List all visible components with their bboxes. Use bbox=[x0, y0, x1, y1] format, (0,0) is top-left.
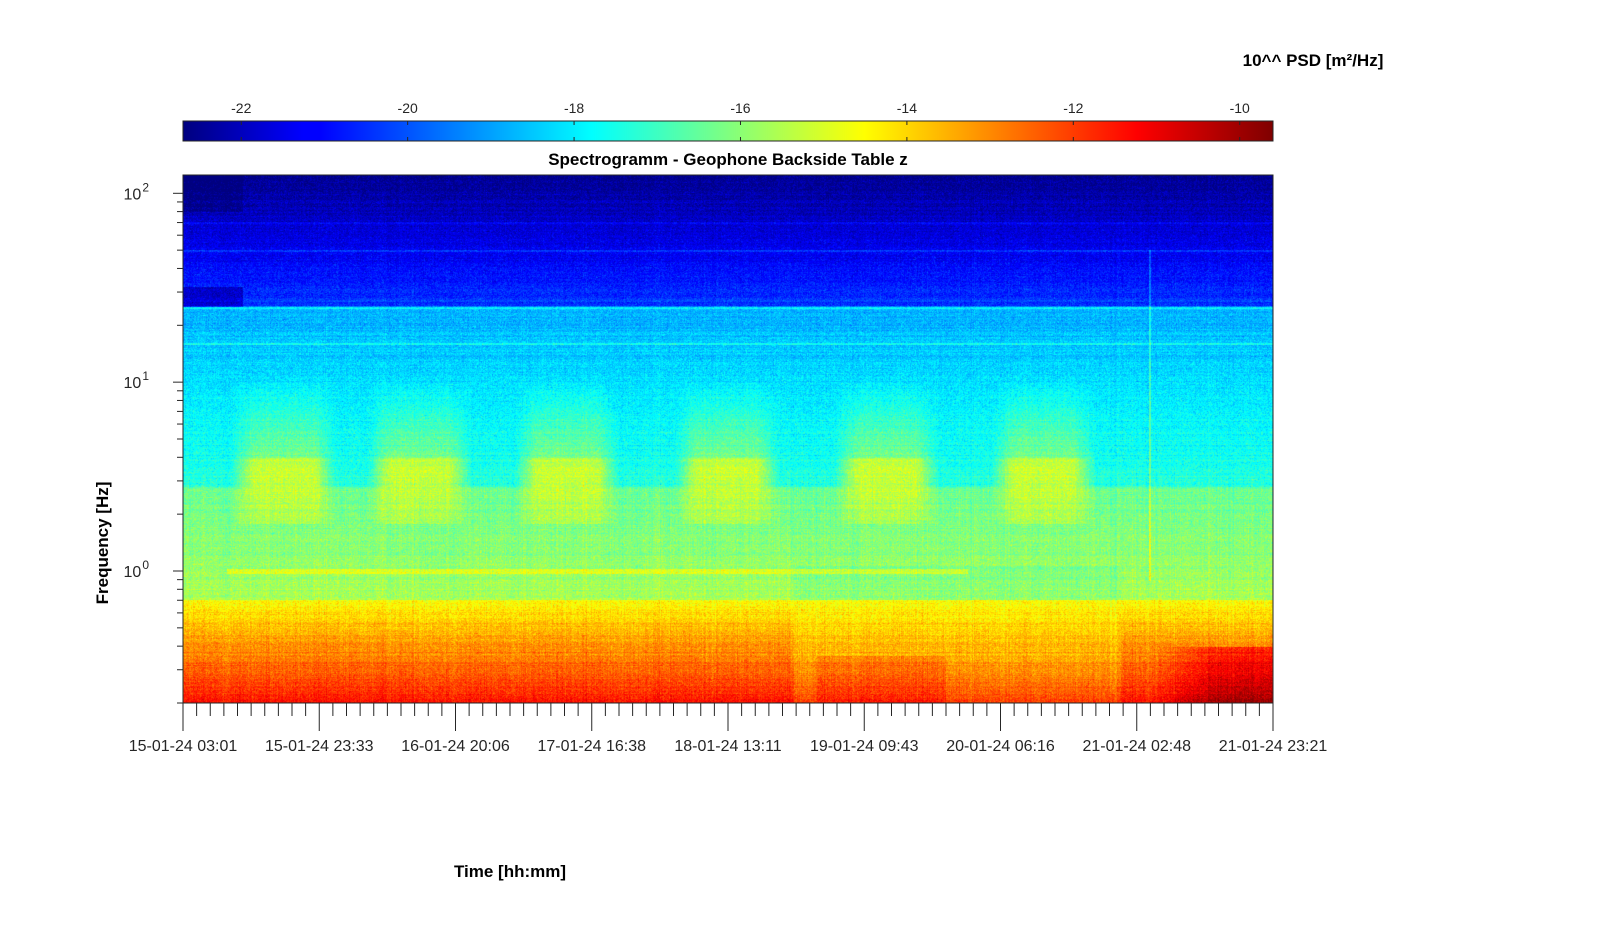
colorbar-tick-label: -20 bbox=[398, 100, 418, 116]
colorbar-tick-label: -10 bbox=[1230, 100, 1250, 116]
colorbar-tick-label: -18 bbox=[564, 100, 584, 116]
x-tick-label: 17-01-24 16:38 bbox=[537, 738, 646, 755]
x-axis: 15-01-24 03:01 15-01-24 23:33 16-01-24 20:… bbox=[129, 703, 1328, 755]
y-axis: 100 101 102 bbox=[124, 180, 183, 704]
colorbar-tick-label: -22 bbox=[231, 100, 251, 116]
colorbar-tick-label: -14 bbox=[897, 100, 917, 116]
colorbar-ticks: -22 -20 -18 -16 -14 -12 -10 bbox=[231, 100, 1250, 141]
x-tick-label: 16-01-24 20:06 bbox=[401, 738, 510, 755]
x-tick-label: 15-01-24 23:33 bbox=[265, 738, 374, 755]
colorbar-label: 10^^ PSD [m²/Hz] bbox=[1243, 51, 1384, 70]
y-tick-label: 101 bbox=[124, 369, 150, 392]
chart-title: Spectrogramm - Geophone Backside Table z bbox=[548, 150, 908, 169]
colorbar-tick-label: -12 bbox=[1063, 100, 1083, 116]
y-tick-label: 102 bbox=[124, 180, 150, 203]
colorbar: -22 -20 -18 -16 -14 -12 -10 10^^ PSD [m²/Hz] bbox=[182, 51, 1384, 142]
x-axis-label: Time [hh:mm] bbox=[454, 862, 566, 881]
colorbar-tick-label: -16 bbox=[730, 100, 750, 116]
x-tick-label: 21-01-24 02:48 bbox=[1082, 738, 1191, 755]
y-tick-label: 100 bbox=[124, 558, 150, 581]
spectrogram-heatmap bbox=[183, 175, 1273, 703]
x-tick-label: 15-01-24 03:01 bbox=[129, 738, 238, 755]
y-axis-label: Frequency [Hz] bbox=[93, 482, 112, 605]
colorbar-gradient bbox=[182, 120, 1274, 142]
x-tick-label: 18-01-24 13:11 bbox=[674, 738, 781, 755]
x-tick-label: 19-01-24 09:43 bbox=[810, 738, 919, 755]
x-tick-label: 21-01-24 23:21 bbox=[1219, 738, 1328, 755]
x-tick-label: 20-01-24 06:16 bbox=[946, 738, 1055, 755]
